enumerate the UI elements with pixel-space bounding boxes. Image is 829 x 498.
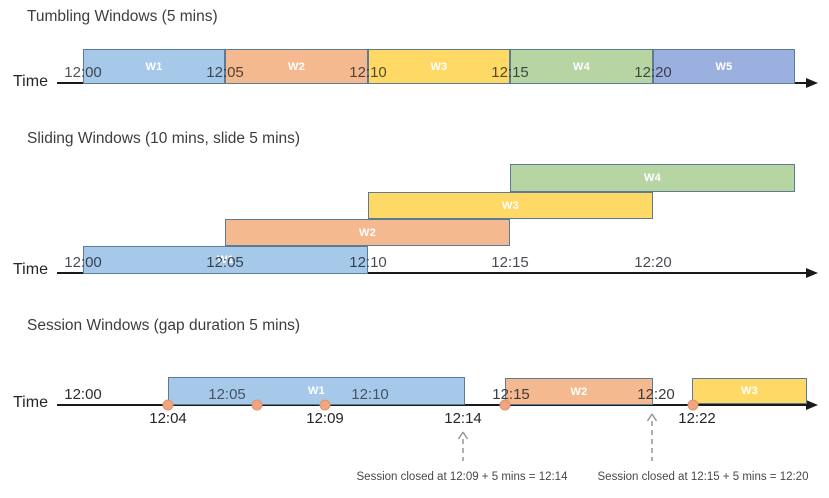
tumbling-tick-1220: 12:20 <box>634 64 672 81</box>
tumbling-time-axis-label: Time <box>13 73 48 90</box>
sliding-tick-1200: 12:00 <box>64 254 102 271</box>
tumbling-tick-1215: 12:15 <box>491 64 529 81</box>
session-event-label-1214: 12:14 <box>444 410 482 427</box>
window-label: W1 <box>145 60 163 73</box>
sliding-window-w2: W2 <box>225 219 510 246</box>
event-dot <box>499 399 511 411</box>
window-label: W3 <box>740 385 759 397</box>
session-event-label-1222: 12:22 <box>678 410 716 427</box>
tumbling-tick-1205: 12:05 <box>206 64 244 81</box>
session-tick-1215: 12:15 <box>492 386 530 403</box>
session-window-w1: W1 <box>168 377 465 405</box>
window-label: W2 <box>287 60 306 73</box>
window-label: W3 <box>501 199 520 212</box>
event-dot <box>319 399 331 411</box>
sliding-tick-1220: 12:20 <box>634 254 672 271</box>
event-dot <box>162 399 174 411</box>
window-label: W1 <box>216 254 235 266</box>
event-dot <box>687 399 699 411</box>
session-axis-arrowhead-icon <box>806 399 818 410</box>
sliding-time-axis <box>57 272 808 274</box>
tumbling-tick-1200: 12:00 <box>64 64 102 81</box>
session-event-label-1209: 12:09 <box>306 410 344 427</box>
tumbling-window-w5: W5 <box>653 49 795 84</box>
tumbling-tick-1210: 12:10 <box>349 64 387 81</box>
sliding-title: Sliding Windows (10 mins, slide 5 mins) <box>27 130 301 147</box>
window-label: W3 <box>430 60 448 73</box>
session-tick-1200: 12:00 <box>64 386 102 403</box>
window-label: W1 <box>307 385 326 397</box>
session-tick-1210: 12:10 <box>351 386 389 403</box>
session-annotation-1: Session closed at 12:09 + 5 mins = 12:14 <box>356 471 568 483</box>
tumbling-window-w2: W2 <box>225 49 368 84</box>
dashed-up-arrow-icon <box>646 413 658 461</box>
sliding-time-axis-label: Time <box>13 261 48 278</box>
sliding-window-w1: W1 <box>83 246 368 274</box>
session-time-axis-label: Time <box>13 394 48 411</box>
tumbling-title: Tumbling Windows (5 mins) <box>27 8 218 25</box>
event-dot <box>251 399 263 411</box>
window-label: W2 <box>358 226 377 239</box>
session-window-w2: W2 <box>505 378 653 405</box>
tumbling-axis-arrowhead-icon <box>806 77 818 88</box>
sliding-tick-1210: 12:10 <box>349 254 387 271</box>
window-label: W4 <box>572 60 591 73</box>
dashed-up-arrow-icon <box>457 431 469 461</box>
session-annotation-2: Session closed at 12:15 + 5 mins = 12:20 <box>597 471 809 483</box>
window-label: W2 <box>570 385 588 398</box>
sliding-window-w3: W3 <box>368 192 653 219</box>
sliding-tick-1205: 12:05 <box>206 254 244 271</box>
session-title: Session Windows (gap duration 5 mins) <box>27 317 301 334</box>
session-time-axis <box>57 404 808 406</box>
sliding-axis-arrowhead-icon <box>806 267 818 278</box>
sliding-tick-1215: 12:15 <box>491 254 529 271</box>
window-label: W5 <box>715 60 733 73</box>
tumbling-window-w1: W1 <box>83 49 225 84</box>
session-tick-1220: 12:20 <box>637 386 675 403</box>
session-tick-1205: 12:05 <box>208 386 246 403</box>
tumbling-window-w3: W3 <box>368 49 510 84</box>
tumbling-window-w4: W4 <box>510 49 653 84</box>
sliding-window-w4: W4 <box>510 164 795 192</box>
session-event-label-1204: 12:04 <box>149 410 187 427</box>
window-label: W4 <box>643 172 662 184</box>
session-window-w3: W3 <box>692 378 807 404</box>
